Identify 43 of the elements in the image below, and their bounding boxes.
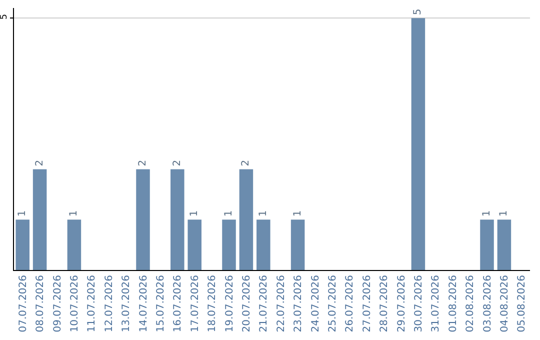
x-tick-label: 23.07.2026 [293, 275, 304, 332]
x-tick-label: 12.07.2026 [104, 275, 115, 332]
x-tick-label: 17.07.2026 [190, 275, 201, 332]
x-tick-label: 21.07.2026 [258, 275, 270, 332]
data-label: 1 [189, 210, 200, 217]
data-label: 1 [498, 210, 510, 217]
x-tick-label: 15.07.2026 [155, 275, 166, 332]
data-label: 2 [240, 160, 252, 166]
data-label: 2 [138, 160, 148, 166]
x-tick-label: 09.07.2026 [52, 275, 64, 332]
data-label: 2 [172, 160, 183, 166]
data-label: 1 [17, 210, 28, 217]
data-label: 1 [258, 210, 269, 217]
x-tick-label: 30.07.2026 [413, 275, 424, 332]
data-label: 1 [224, 210, 234, 217]
x-tick-label: 27.07.2026 [362, 275, 373, 332]
data-label: 5 [412, 8, 424, 16]
x-tick-label: 02.08.2026 [465, 275, 476, 332]
x-tick-label: 20.07.2026 [241, 275, 252, 332]
x-tick-label: 19.07.2026 [224, 275, 236, 332]
x-tick-label: 26.07.2026 [344, 275, 356, 332]
x-tick-label: 03.08.2026 [482, 275, 494, 332]
x-tick-label: 11.07.2026 [86, 275, 98, 332]
x-tick-label: 28.07.2026 [379, 275, 390, 332]
data-label: 1 [292, 210, 304, 217]
x-tick-label: 08.07.2026 [35, 275, 46, 332]
x-tick-label: 29.07.2026 [396, 275, 408, 332]
x-tick-label: 18.07.2026 [207, 275, 218, 332]
x-tick-label: 04.08.2026 [499, 275, 510, 332]
x-tick-label: 01.08.2026 [448, 275, 459, 332]
x-tick-label: 07.07.2026 [18, 275, 29, 332]
x-tick-label: 22.07.2026 [276, 275, 287, 332]
x-tick-label: 14.07.2026 [138, 275, 150, 332]
x-tick-label: 24.07.2026 [310, 275, 322, 332]
x-tick-label: 31.07.2026 [430, 275, 442, 332]
x-tick-label: 16.07.2026 [172, 275, 184, 332]
x-tick-label: 25.07.2026 [327, 275, 338, 332]
data-label: 1 [68, 210, 80, 217]
x-tick-label: 05.08.2026 [516, 275, 528, 332]
x-tick-label: 10.07.2026 [69, 275, 80, 332]
data-label: 1 [482, 210, 492, 217]
x-tick-label: 13.07.2026 [121, 275, 132, 332]
data-label: 2 [34, 160, 46, 166]
